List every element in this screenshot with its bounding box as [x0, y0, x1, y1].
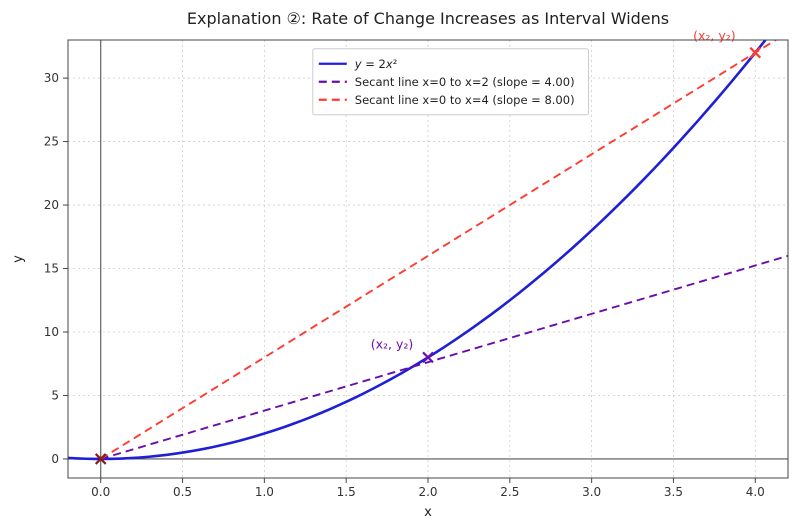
legend: y = 2x² Secant line x=0 to x=2 (slope = 4…: [313, 49, 589, 115]
legend-label: Secant line x=0 to x=2 (slope = 4.00): [355, 75, 575, 89]
y-tick-label: 30: [44, 71, 59, 85]
x-tick-label: 4.0: [746, 485, 765, 499]
x-tick-label: 0.5: [173, 485, 192, 499]
point-annotation: (x₂, y₂): [371, 337, 414, 352]
y-tick-label: 10: [44, 325, 59, 339]
x-tick-label: 3.5: [664, 485, 683, 499]
x-tick-label: 0.0: [91, 485, 110, 499]
x-tick-label: 1.0: [255, 485, 274, 499]
x-tick-label: 2.0: [418, 485, 437, 499]
y-tick-label: 0: [51, 452, 59, 466]
y-axis-label: y: [11, 255, 26, 263]
chart-container: (x₂, y₂) (x₂, y₂) 0.0 0.5 1.0 1.5 2.0 2.5 3.0 3.…: [0, 0, 800, 522]
chart-svg: (x₂, y₂) (x₂, y₂) 0.0 0.5 1.0 1.5 2.0 2.5 3.0 3.…: [0, 0, 800, 522]
chart-title: Explanation ②: Rate of Change Increases …: [187, 9, 669, 28]
y-tick-label: 20: [44, 198, 59, 212]
y-tick-label: 25: [44, 135, 59, 149]
legend-label: y = 2x²: [354, 57, 398, 71]
x-tick-label: 2.5: [500, 485, 519, 499]
x-axis-label: x: [424, 505, 432, 520]
legend-label: Secant line x=0 to x=4 (slope = 8.00): [355, 93, 575, 107]
x-tick-label: 1.5: [337, 485, 356, 499]
point-annotation: (x₂, y₂): [693, 28, 736, 43]
y-tick-label: 5: [51, 388, 59, 402]
x-tick-label: 3.0: [582, 485, 601, 499]
y-tick-label: 15: [44, 262, 59, 276]
